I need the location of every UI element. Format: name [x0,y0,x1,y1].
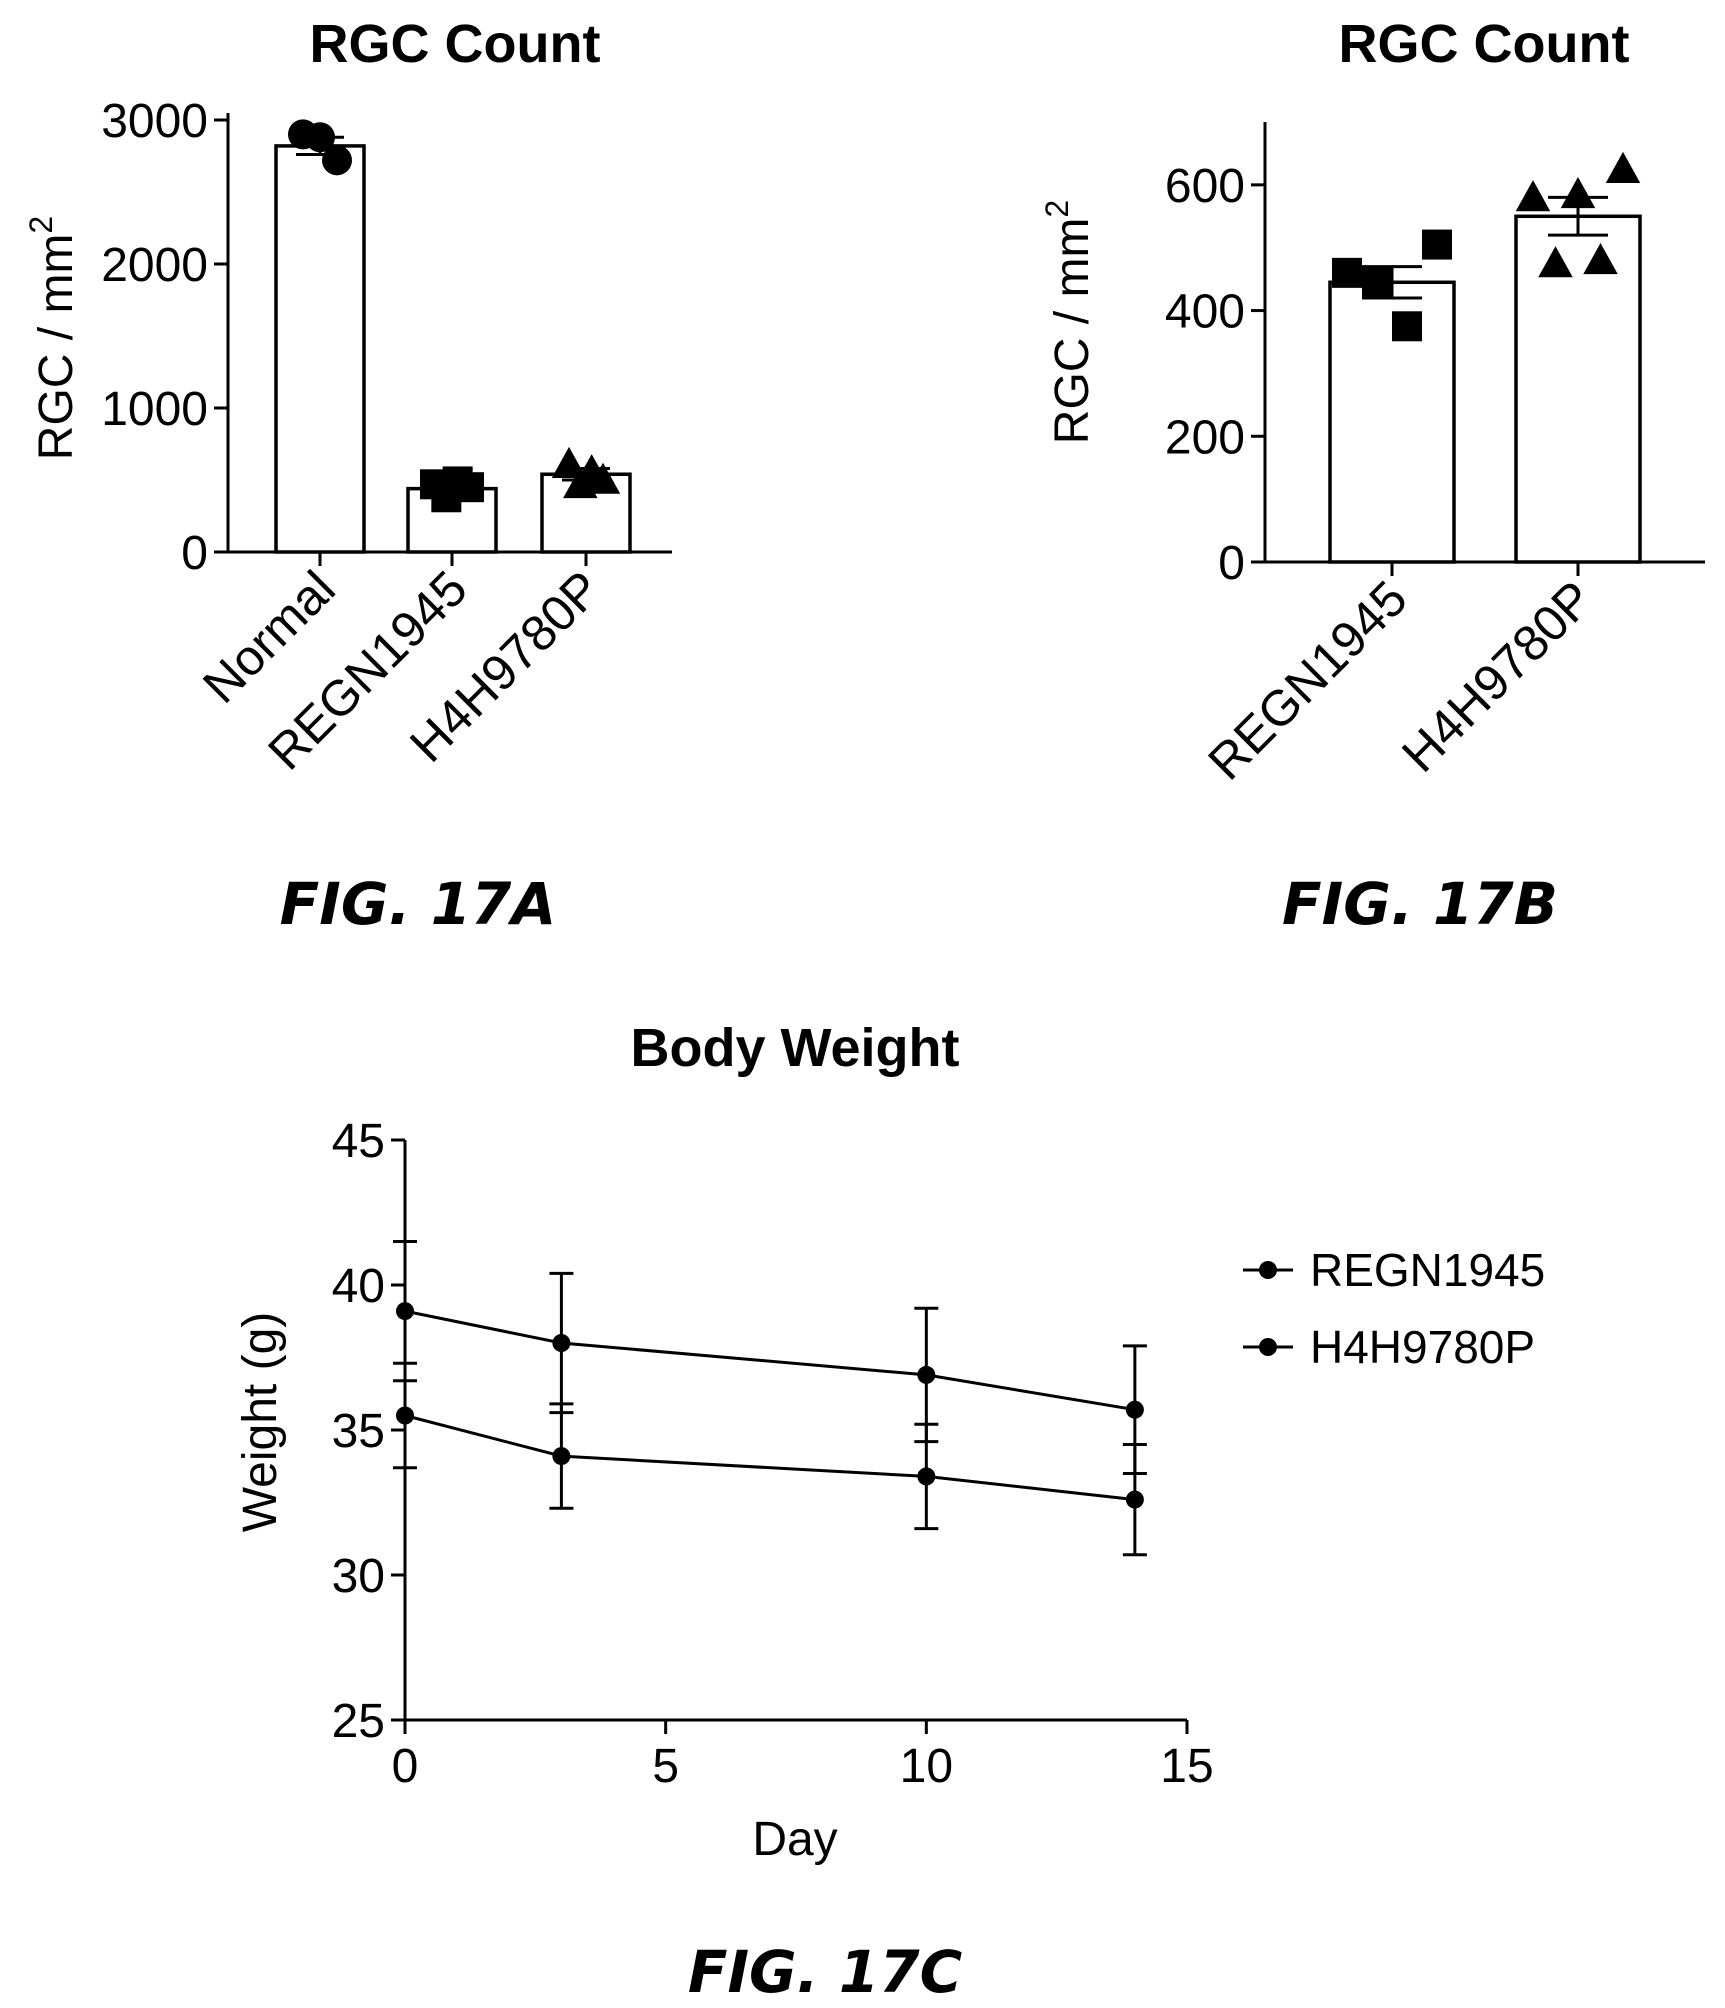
fig17a-points [288,119,621,513]
fig17c-point-1 [1125,1490,1144,1509]
b-point [1515,180,1551,212]
fig17c-series-line-1 [404,1414,1136,1502]
a-point [322,145,352,176]
a-point [551,446,587,478]
fig17c-tick-labels: 25 30 35 40 45 0 5 10 15 [332,1115,1214,1793]
fig17c-y-tick-label: 45 [332,1115,385,1168]
fig17c-y-axis-label: Weight (g) [234,1312,287,1533]
fig17c-axes [391,1138,1189,1734]
fig17c-x-tick-label: 0 [392,1740,419,1793]
b-category-label: REGN1945 [1197,570,1417,790]
fig17c-series-line-0 [404,1309,1136,1412]
panel-fig17c: Body Weight Weight (g) Day 25 30 35 40 45 0 5 1… [234,1018,1545,2006]
fig17c-point-1 [552,1447,571,1466]
fig17c-x-tick-label: 10 [900,1740,953,1793]
b-point [1392,311,1422,342]
fig17b-caption: FIG. 17B [1282,870,1558,938]
b-point [1583,243,1618,275]
fig17c-legend-label-1: H4H9780P [1310,1321,1535,1373]
b-bar-1 [1514,214,1642,564]
b-y-tick-label: 0 [1218,537,1245,590]
a-y-tick-label: 3000 [101,95,208,148]
a-y-tick-label: 1000 [101,383,208,436]
fig17c-x-tick-label: 5 [652,1740,679,1793]
fig17b-points [1332,151,1641,342]
fig17c-y-tick-label: 30 [332,1550,385,1603]
fig17b-tick-labels: 0 200 400 600 [1165,160,1245,590]
fig17c-y-tick-label: 40 [332,1260,385,1313]
fig17b-title: RGC Count [1339,14,1630,74]
a-y-tick-label: 2000 [101,239,208,292]
a-point [585,462,621,494]
fig17c-point-1 [396,1406,414,1425]
fig17b-bars [1328,195,1642,564]
fig17c-title: Body Weight [631,1018,960,1078]
panel-fig17a: RGC Count RGC / mm2 0 1000 2000 3000 Normal… [23,14,672,938]
fig17c-point-1 [917,1467,936,1486]
b-point [1538,246,1573,278]
fig17c-series [393,1240,1147,1557]
a-point [454,472,484,503]
fig17c-y-tick-label: 35 [332,1405,385,1458]
fig17c-legend: REGN1945 H4H9780P [1243,1244,1545,1373]
fig17a-title: RGC Count [310,14,601,74]
a-bar-0 [274,144,366,554]
fig17c-point-0 [1125,1400,1144,1419]
panel-fig17b: RGC Count RGC / mm2 0 200 400 600 REGN1945H… [1039,14,1705,938]
fig17a-y-axis-label: RGC / mm2 [23,216,83,460]
b-category-label: H4H9780P [1391,570,1604,783]
fig17a-caption: FIG. 17A [280,870,557,938]
fig17c-legend-label-0: REGN1945 [1310,1244,1545,1296]
fig17c-y-tick-label: 25 [332,1695,385,1748]
b-point [1605,151,1641,183]
fig17a-tick-labels: 0 1000 2000 3000 [101,95,208,580]
b-y-tick-label: 200 [1165,411,1245,464]
fig17c-caption: FIG. 17C [688,1938,962,2006]
fig17c-point-0 [552,1334,571,1352]
fig17c-legend-marker-1 [1259,1338,1277,1356]
b-point [1332,257,1362,288]
fig17c-point-0 [917,1365,936,1384]
b-y-tick-label: 400 [1165,286,1245,339]
b-y-tick-label: 600 [1165,160,1245,213]
fig17c-x-tick-label: 15 [1160,1740,1213,1793]
fig17c-legend-marker-0 [1259,1261,1277,1279]
fig17b-y-axis-label: RGC / mm2 [1039,200,1099,444]
b-point [1422,229,1452,260]
b-point [1560,177,1596,209]
a-y-tick-label: 0 [181,527,208,580]
a-point [305,122,335,153]
b-point [1362,267,1392,298]
fig17c-x-axis-label: Day [752,1813,837,1866]
fig17c-point-0 [396,1302,414,1321]
